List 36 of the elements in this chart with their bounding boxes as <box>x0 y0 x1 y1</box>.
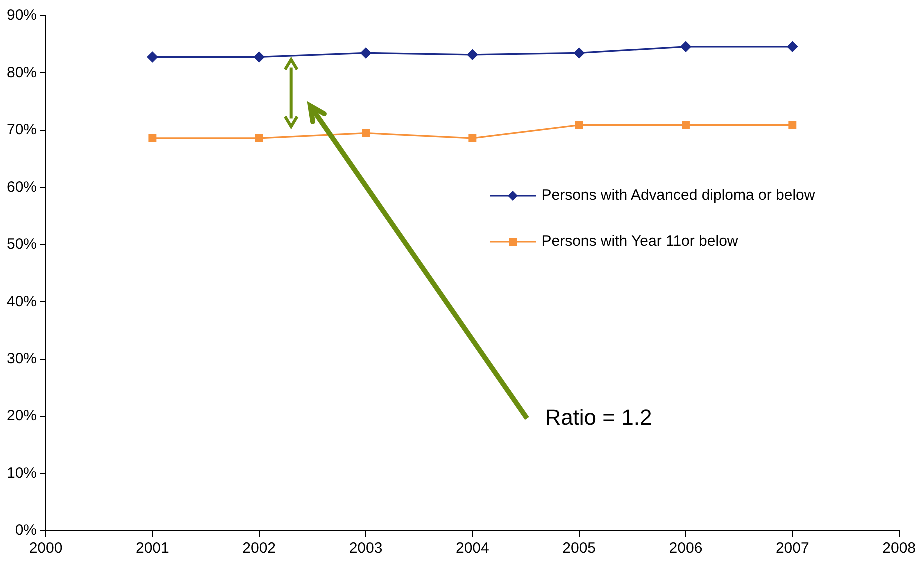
y-tick-label: 10% <box>6 464 38 482</box>
point <box>255 134 264 142</box>
x-tick-label: 2000 <box>29 540 63 558</box>
annotation: Ratio = 1.2 <box>545 404 652 431</box>
y-tick-label: 20% <box>6 408 38 425</box>
point <box>575 121 584 130</box>
x-tick-label: 2003 <box>349 540 383 558</box>
y-tick-label: 90% <box>6 7 38 24</box>
legend-label: Persons with Advanced diploma or below <box>542 187 816 204</box>
point <box>682 121 690 130</box>
y-tick-label: 0% <box>15 522 38 540</box>
point <box>147 52 158 62</box>
x-tick-label: 2007 <box>776 540 810 558</box>
x-tick-label: 2001 <box>136 540 170 558</box>
x-tick-label: 2004 <box>456 540 490 558</box>
point <box>788 121 797 130</box>
point <box>148 134 157 142</box>
y-tick-label: 80% <box>6 64 38 82</box>
point <box>362 129 370 138</box>
y-tick-label: 50% <box>6 236 38 254</box>
point <box>787 42 798 52</box>
x-tick-label: 2005 <box>562 540 596 558</box>
point <box>467 50 478 60</box>
y-tick-label: 60% <box>6 178 38 196</box>
x-tick-label: 2006 <box>669 540 703 558</box>
y-tick-label: 40% <box>6 293 38 310</box>
y-tick-label: 70% <box>6 122 38 139</box>
point <box>680 42 692 52</box>
legend-label: Persons with Year 11or below <box>542 233 738 250</box>
x-tick-label: 2002 <box>242 540 276 558</box>
x-tick-label: 2008 <box>882 540 916 558</box>
point <box>360 48 372 58</box>
y-tick-label: 30% <box>6 350 38 368</box>
point <box>574 48 585 58</box>
point <box>254 52 265 62</box>
point <box>468 134 477 142</box>
